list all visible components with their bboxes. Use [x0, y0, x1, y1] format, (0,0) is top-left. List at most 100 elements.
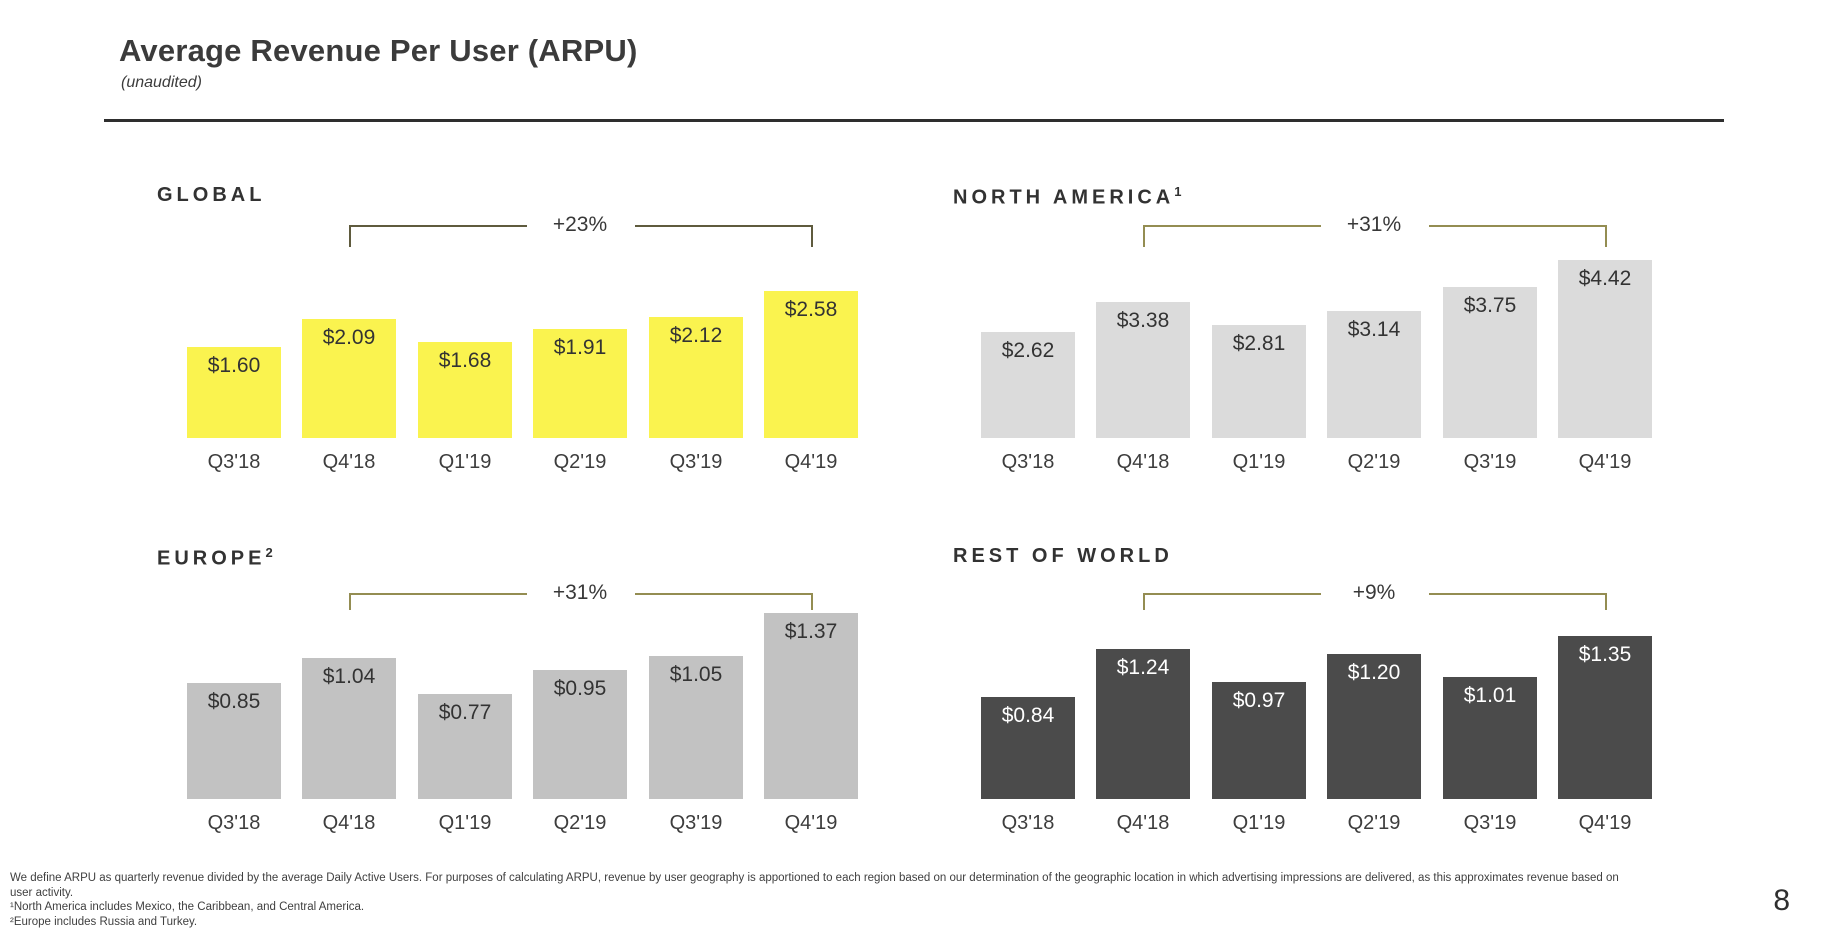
bar-value-label: $1.20 — [1347, 661, 1401, 684]
bar-category-label: Q4'19 — [1578, 812, 1632, 834]
bar-na-4 — [1443, 287, 1537, 438]
chart-title-superscript: 1 — [1174, 184, 1183, 199]
chart-title-text: REST OF WORLD — [953, 545, 1173, 567]
bar-value-label: $1.05 — [669, 663, 723, 686]
chart-title-row: REST OF WORLD — [953, 545, 1173, 568]
bar-value-label: $3.75 — [1463, 294, 1517, 317]
bar-category-label: Q4'18 — [322, 451, 376, 473]
bar-europe-3 — [533, 670, 627, 799]
bar-category-label: Q3'18 — [207, 812, 261, 834]
bar-row-3 — [1327, 654, 1421, 799]
bar-value-label: $1.24 — [1116, 656, 1170, 679]
bar-value-label: $0.85 — [207, 690, 261, 713]
chart-title-global: GLOBAL — [157, 184, 265, 207]
bar-category-label: Q2'19 — [1347, 451, 1401, 473]
bar-europe-4 — [649, 656, 743, 799]
bar-category-label: Q4'19 — [784, 812, 838, 834]
bar-global-3 — [533, 329, 627, 438]
bar-category-label: Q1'19 — [438, 451, 492, 473]
bar-value-label: $0.84 — [1001, 704, 1055, 727]
bar-category-label: Q4'18 — [1116, 451, 1170, 473]
footnote-line: user activity. — [10, 886, 74, 899]
bar-category-label: Q4'19 — [1578, 451, 1632, 473]
bar-global-1 — [302, 319, 396, 438]
bar-category-label: Q3'19 — [1463, 451, 1517, 473]
growth-bracket-right — [635, 593, 813, 610]
bar-value-label: $3.38 — [1116, 309, 1170, 332]
chart-title-na: NORTH AMERICA1 — [953, 184, 1182, 210]
bar-europe-2 — [418, 694, 512, 799]
bar-category-label: Q4'18 — [322, 812, 376, 834]
bar-value-label: $2.09 — [322, 326, 376, 349]
bar-value-label: $1.91 — [553, 336, 607, 359]
bar-value-label: $0.95 — [553, 677, 607, 700]
growth-label-global: +23% — [552, 213, 608, 236]
bar-global-5 — [764, 291, 858, 438]
growth-bracket-left — [1143, 225, 1321, 247]
bar-na-5 — [1558, 260, 1652, 438]
bar-value-label: $1.68 — [438, 349, 492, 372]
bar-category-label: Q4'19 — [784, 451, 838, 473]
footnote-line: We define ARPU as quarterly revenue divi… — [10, 872, 1619, 884]
bar-na-0 — [981, 332, 1075, 438]
chart-title-text: GLOBAL — [157, 184, 266, 206]
bar-global-2 — [418, 342, 512, 438]
bar-na-1 — [1096, 302, 1190, 438]
footnote-line: ¹North America includes Mexico, the Cari… — [10, 901, 365, 913]
growth-bracket-right — [1429, 593, 1607, 610]
growth-bracket-right — [635, 225, 813, 247]
bar-category-label: Q2'19 — [553, 812, 607, 834]
bar-na-3 — [1327, 311, 1421, 438]
growth-bracket-right — [1429, 225, 1607, 247]
chart-title-text: NORTH AMERICA — [953, 186, 1175, 209]
bar-category-label: Q3'19 — [669, 451, 723, 473]
bar-value-label: $2.62 — [1001, 339, 1055, 362]
bar-value-label: $4.42 — [1578, 267, 1632, 290]
bar-value-label: $2.81 — [1232, 332, 1286, 355]
bar-category-label: Q2'19 — [1347, 812, 1401, 834]
bar-row-5 — [1558, 636, 1652, 799]
bar-value-label: $1.60 — [207, 354, 261, 377]
bar-value-label: $2.58 — [784, 298, 838, 321]
growth-bracket-left — [349, 225, 527, 247]
bar-value-label: $2.12 — [669, 324, 723, 347]
bar-category-label: Q3'18 — [1001, 812, 1055, 834]
bar-na-2 — [1212, 325, 1306, 438]
page-subtitle: (unaudited) — [121, 74, 202, 91]
bar-category-label: Q3'18 — [207, 451, 261, 473]
bar-value-label: $0.97 — [1232, 689, 1286, 712]
growth-bracket-left — [1143, 593, 1321, 610]
bar-category-label: Q1'19 — [1232, 812, 1286, 834]
page-number: 8 — [1773, 884, 1790, 917]
bar-category-label: Q3'19 — [669, 812, 723, 834]
bar-global-0 — [187, 347, 281, 438]
bar-europe-0 — [187, 683, 281, 799]
bar-row-2 — [1212, 682, 1306, 799]
bar-row-1 — [1096, 649, 1190, 799]
bar-category-label: Q1'19 — [438, 812, 492, 834]
bar-value-label: $1.04 — [322, 665, 376, 688]
growth-bracket-left — [349, 593, 527, 610]
bar-value-label: $3.14 — [1347, 318, 1401, 341]
bar-category-label: Q2'19 — [553, 451, 607, 473]
bar-value-label: $1.01 — [1463, 684, 1517, 707]
bar-category-label: Q3'18 — [1001, 451, 1055, 473]
growth-label-na: +31% — [1346, 213, 1402, 236]
bar-row-4 — [1443, 677, 1537, 799]
chart-title-superscript: 2 — [265, 545, 274, 560]
growth-label-row: +9% — [1352, 581, 1396, 604]
growth-label-europe: +31% — [552, 581, 608, 604]
bar-value-label: $1.35 — [1578, 643, 1632, 666]
bar-value-label: $0.77 — [438, 701, 492, 724]
bar-value-label: $1.37 — [784, 620, 838, 643]
footnotes: We define ARPU as quarterly revenue divi… — [10, 871, 1710, 929]
page-title: Average Revenue Per User (ARPU) — [119, 33, 638, 68]
bar-category-label: Q1'19 — [1232, 451, 1286, 473]
title-divider — [104, 119, 1724, 122]
chart-title-europe: EUROPE2 — [157, 545, 274, 571]
footnote-line: ²Europe includes Russia and Turkey. — [10, 915, 198, 928]
bar-category-label: Q4'18 — [1116, 812, 1170, 834]
bar-europe-1 — [302, 658, 396, 799]
bar-europe-5 — [764, 613, 858, 799]
